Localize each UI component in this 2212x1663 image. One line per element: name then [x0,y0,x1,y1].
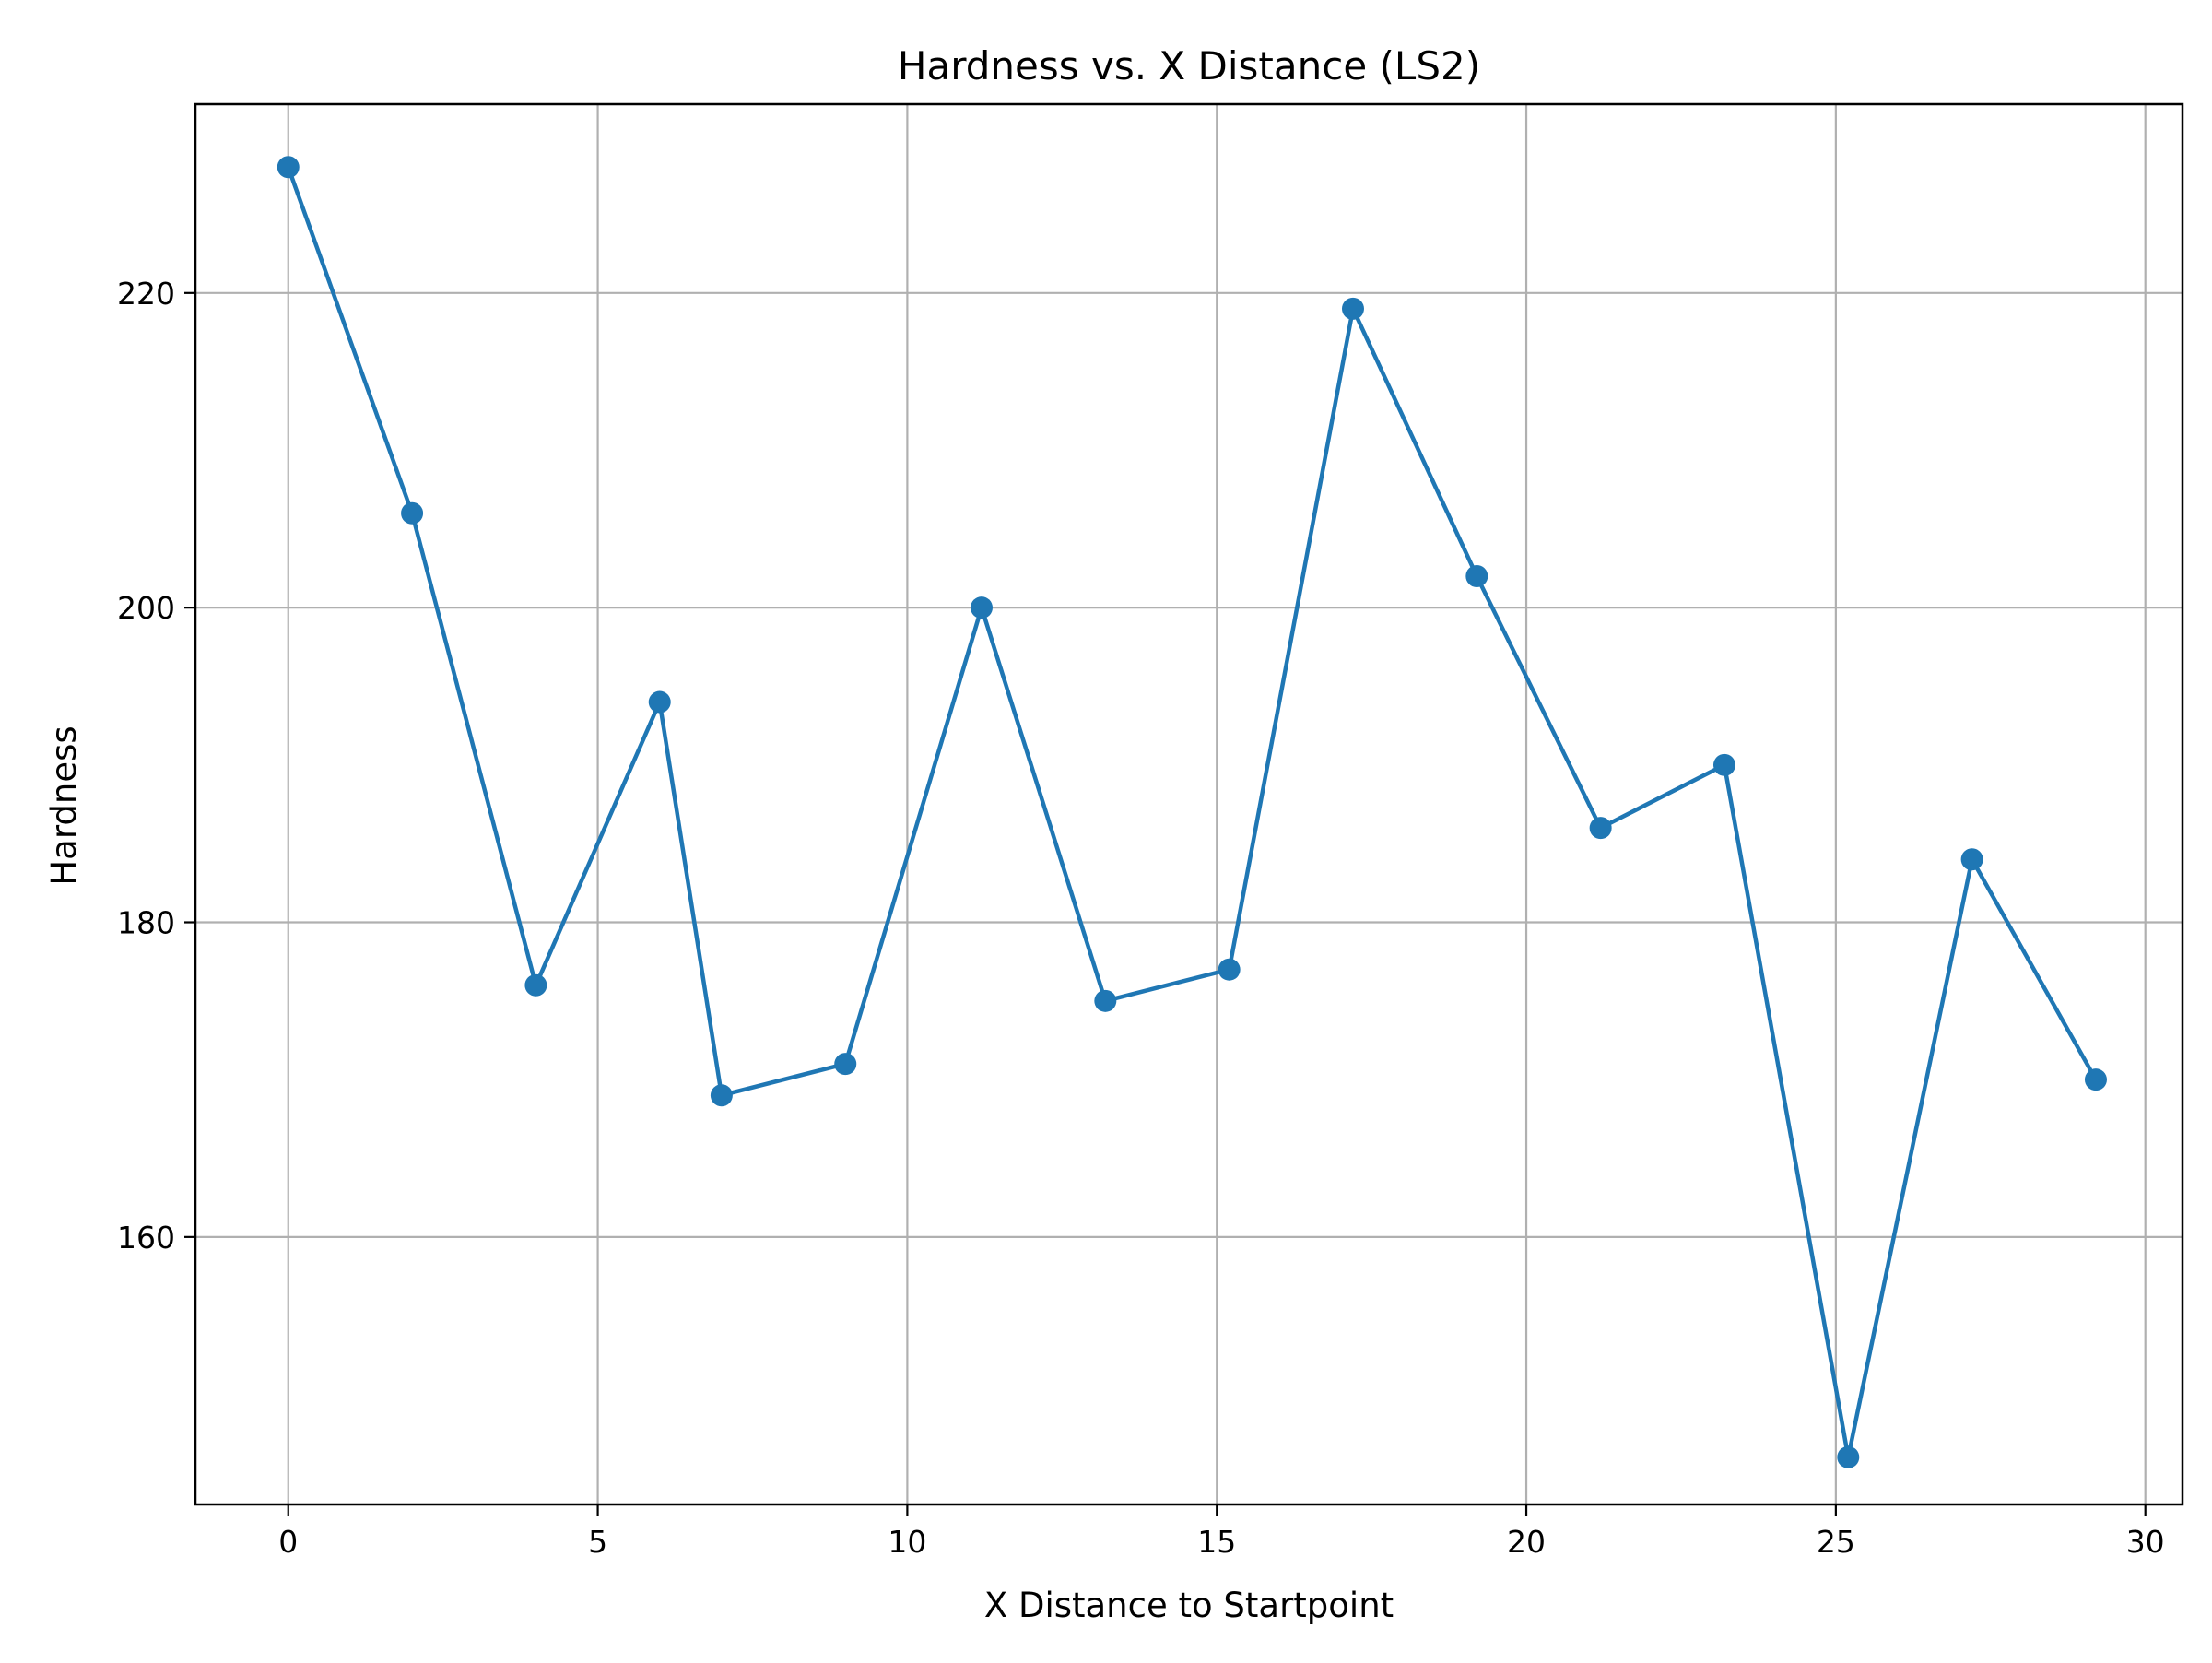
x-tick-label: 10 [888,1524,926,1560]
series-line [286,166,2098,1460]
data-point [401,501,424,525]
data-point [1960,848,1983,871]
data-point [834,1053,857,1076]
y-tick-label: 180 [117,905,175,941]
data-point [1465,565,1488,588]
data-point [648,690,671,714]
x-tick-label: 25 [1817,1524,1855,1560]
data-point [1712,753,1735,776]
x-axis-label: X Distance to Startpoint [984,1586,1394,1625]
y-tick-label: 200 [117,590,175,626]
data-point [1589,817,1612,840]
data-point [1218,958,1241,981]
y-tick-label: 220 [117,276,175,312]
data-point [524,973,547,997]
x-tick-label: 20 [1507,1524,1546,1560]
data-point [2084,1068,2107,1091]
data-point [710,1084,733,1107]
data-point [1837,1445,1860,1468]
data-point [276,156,300,179]
y-tick-label: 160 [117,1220,175,1256]
data-point [1094,989,1117,1012]
x-tick-label: 0 [278,1524,298,1560]
data-point [1341,297,1364,320]
ticks: 0 5 10 15 20 25 30 160 180 200 220 [117,276,2165,1560]
x-tick-label: 5 [588,1524,607,1560]
series-layer [276,156,2107,1468]
data-point [970,596,993,619]
plot-frame [194,102,2184,1506]
y-axis-label: Hardness [44,725,84,885]
grid [195,104,2183,1504]
chart-title: Hardness vs. X Distance (LS2) [898,43,1480,88]
x-tick-label: 15 [1197,1524,1236,1560]
x-tick-label: 30 [2126,1524,2165,1560]
